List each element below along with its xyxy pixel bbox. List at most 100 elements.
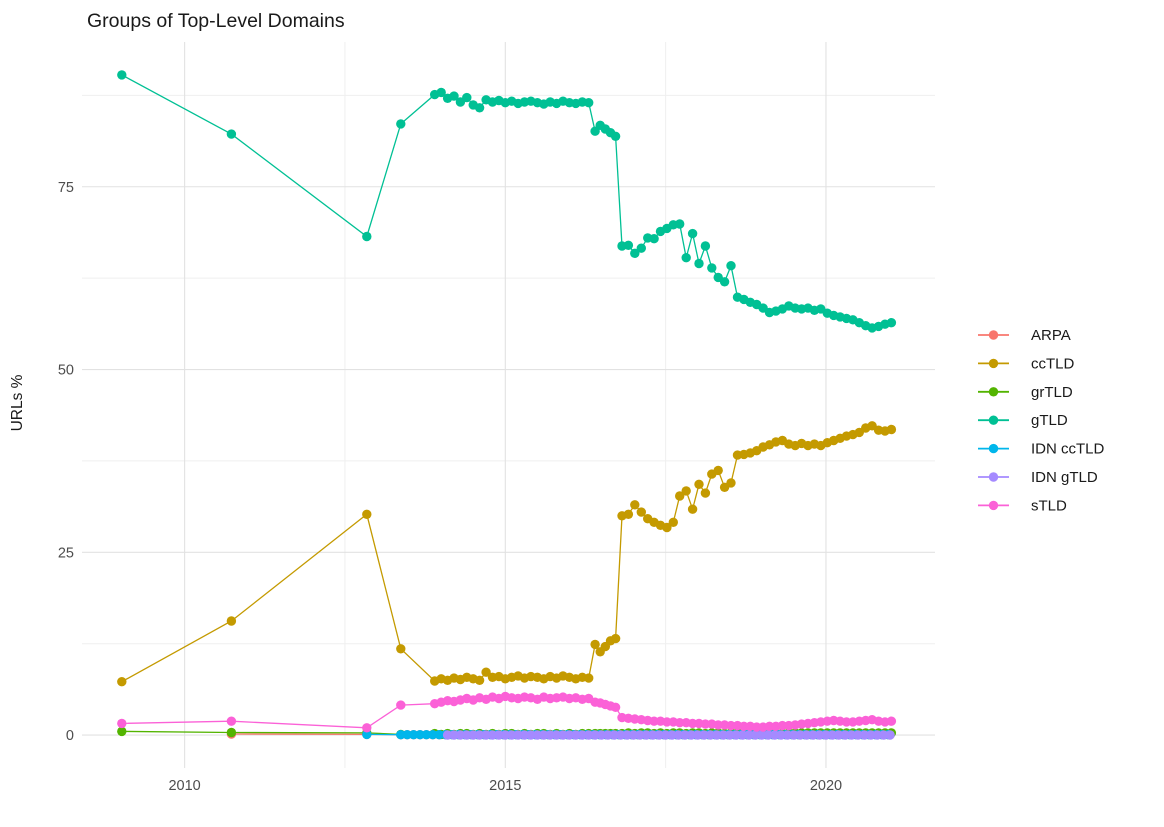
data-point [584, 98, 594, 108]
series-stld [117, 691, 897, 733]
legend: ARPA ccTLD grTLD gTLD IDN ccTLD IDN gTLD sTLD [978, 327, 1105, 514]
data-point [226, 129, 237, 139]
data-point [630, 500, 640, 510]
data-point [636, 243, 646, 253]
data-point [571, 730, 581, 740]
data-point [362, 509, 372, 519]
data-point [117, 677, 127, 687]
data-point [681, 253, 691, 263]
data-point [362, 729, 372, 740]
data-point [630, 248, 640, 258]
data-point [694, 479, 704, 489]
y-axis-label: URLs % [9, 374, 26, 431]
series-cctld [117, 421, 897, 687]
y-tick-label: 50 [58, 363, 74, 379]
data-point [526, 730, 536, 740]
data-point [763, 730, 773, 740]
data-point [667, 730, 677, 740]
data-point [623, 509, 634, 519]
y-tick-label: 25 [58, 545, 74, 561]
data-point [713, 465, 723, 476]
legend-entry-idn-gtld: IDN gTLD [978, 469, 1098, 486]
legend-label: gTLD [1031, 412, 1068, 429]
data-point [474, 730, 485, 740]
chart-title: Groups of Top-Level Domains [87, 10, 345, 32]
legend-entry-gtld: gTLD [978, 412, 1068, 429]
legend-label: grTLD [1031, 384, 1073, 401]
data-point [808, 730, 818, 740]
y-tick-label: 0 [66, 728, 74, 744]
data-point [449, 91, 459, 101]
data-point [662, 522, 672, 533]
data-point [610, 702, 621, 712]
data-point [481, 667, 491, 677]
data-point [436, 87, 446, 98]
data-point [700, 241, 711, 251]
data-point [396, 119, 406, 129]
data-point [474, 103, 485, 113]
data-point [853, 730, 863, 740]
legend-key-dot [988, 415, 999, 425]
legend-entry-idn-cctld: IDN ccTLD [978, 441, 1105, 458]
data-point [396, 644, 406, 654]
legend-key-dot [988, 358, 999, 369]
data-point [610, 633, 621, 644]
legend-key-dot [988, 472, 999, 482]
data-point [616, 730, 626, 740]
legend-key-dot [988, 500, 999, 511]
data-point [687, 504, 698, 514]
legend-entry-arpa: ARPA [978, 327, 1071, 344]
legend-entry-stld: sTLD [978, 497, 1067, 514]
data-point [362, 723, 372, 733]
x-tick-label: 2020 [810, 778, 842, 794]
data-point [623, 240, 634, 250]
data-series [117, 70, 897, 740]
legend-key-dot [988, 443, 999, 454]
data-point [668, 517, 678, 527]
data-point [396, 700, 406, 710]
series-gtld [117, 70, 897, 333]
y-tick-label: 75 [58, 180, 74, 196]
series-line [121, 74, 892, 329]
data-point [886, 318, 897, 328]
data-point [886, 424, 897, 435]
data-point [885, 730, 895, 740]
data-point [117, 718, 127, 729]
data-point [700, 488, 711, 498]
x-tick-label: 2015 [489, 778, 521, 794]
data-point [117, 70, 127, 80]
legend-entry-grtld: grTLD [978, 384, 1073, 401]
data-point [726, 720, 736, 731]
legend-entry-cctld: ccTLD [978, 355, 1075, 372]
legend-label: IDN ccTLD [1031, 441, 1105, 458]
data-point [675, 718, 685, 728]
data-point [649, 234, 659, 244]
data-point [590, 639, 600, 650]
data-point [675, 491, 685, 501]
data-point [226, 727, 237, 738]
y-axis-tick-labels: 0 25 50 75 [58, 180, 74, 744]
data-point [726, 261, 736, 271]
data-point [694, 258, 704, 269]
data-point [636, 507, 646, 517]
legend-label: IDN gTLD [1031, 469, 1098, 486]
legend-key-dot [988, 387, 999, 397]
data-point [681, 486, 691, 496]
data-point [687, 228, 698, 239]
legend-key-dot [988, 330, 999, 340]
legend-label: ARPA [1031, 327, 1071, 344]
data-point [719, 277, 730, 287]
data-point [117, 726, 127, 737]
data-point [707, 263, 717, 273]
x-axis-tick-labels: 2010 2015 2020 [168, 778, 842, 794]
data-point [726, 478, 736, 488]
gridlines [82, 42, 935, 768]
data-point [226, 616, 237, 626]
data-point [226, 716, 237, 726]
data-point [462, 92, 472, 103]
data-point [362, 231, 372, 242]
data-point [675, 219, 685, 229]
data-point [474, 675, 485, 685]
